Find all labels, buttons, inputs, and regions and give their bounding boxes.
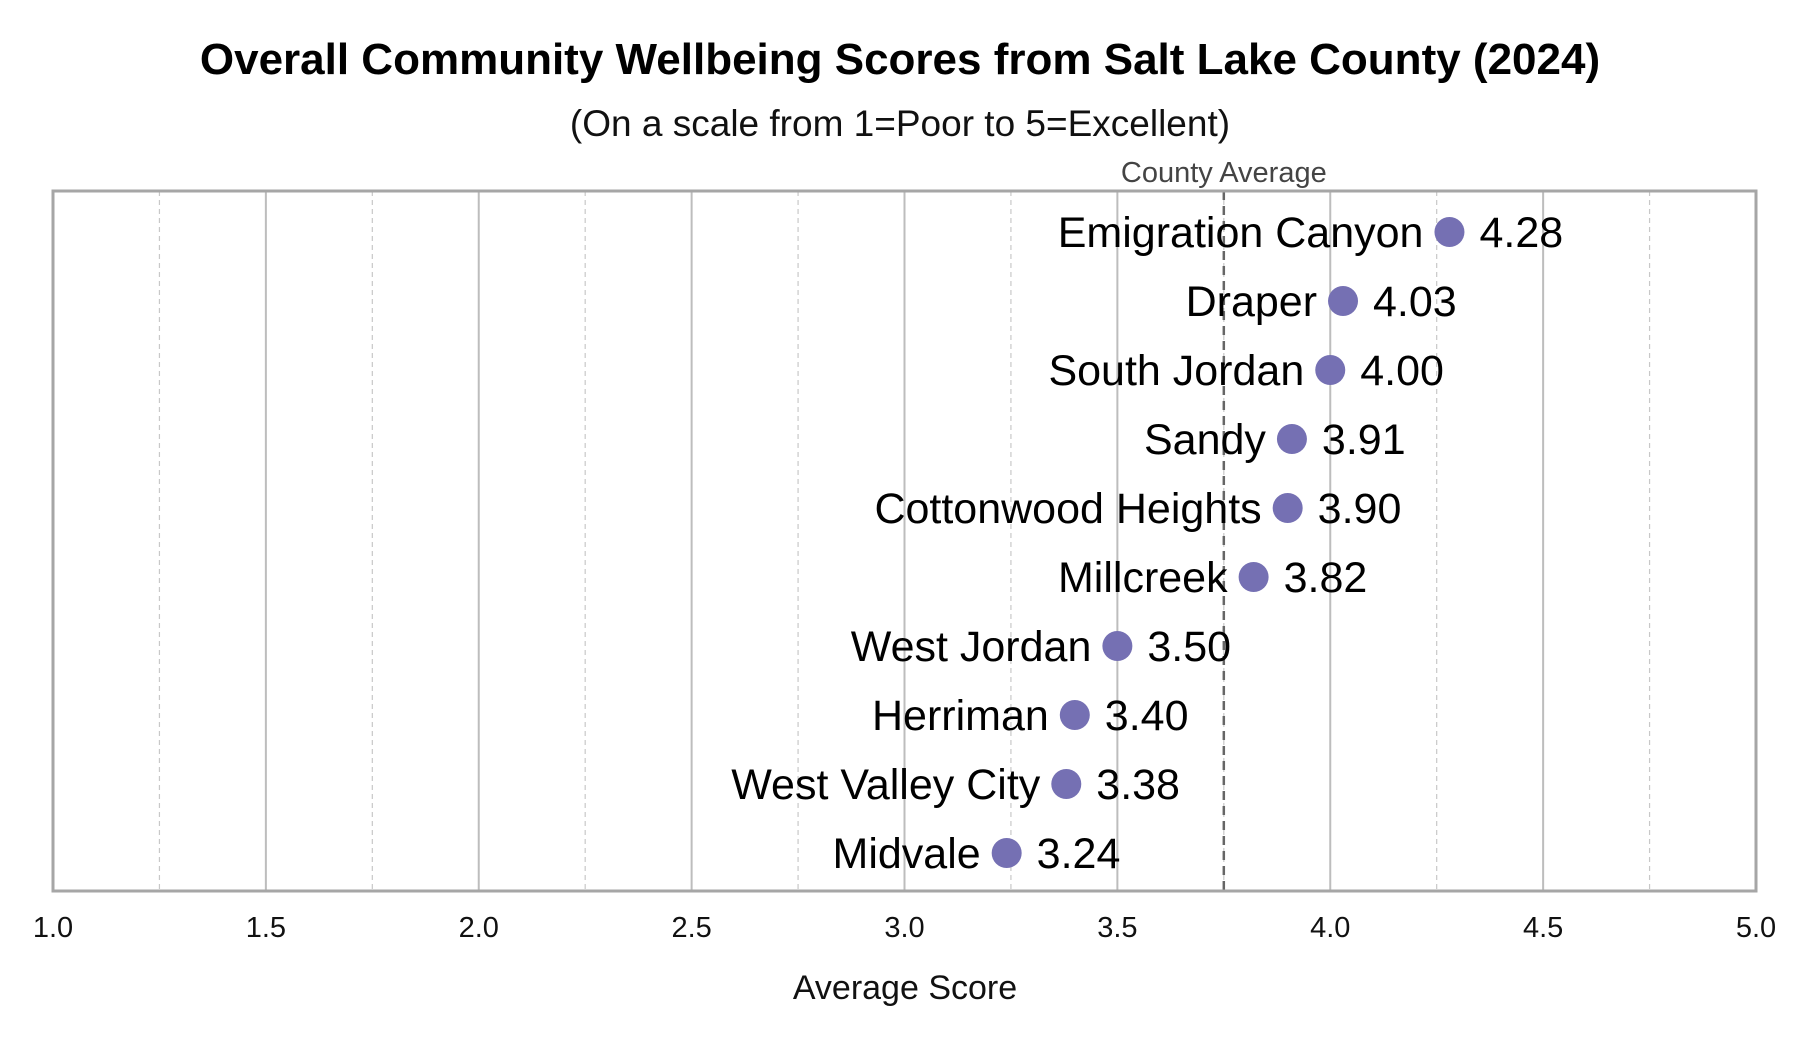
x-axis-label: Average Score (793, 969, 1017, 1007)
plot-frame (51, 189, 1758, 893)
x-tick-label: 3.5 (1097, 912, 1137, 944)
data-point (1102, 631, 1133, 661)
value-label: 3.82 (1284, 554, 1368, 602)
category-label: Midvale (833, 830, 981, 878)
value-label: 3.24 (1037, 830, 1121, 878)
x-tick-label: 2.5 (671, 912, 711, 944)
x-tick-label: 1.5 (246, 912, 286, 944)
data-point (1315, 355, 1346, 385)
category-label: South Jordan (1048, 347, 1304, 395)
data-point (1272, 493, 1303, 523)
x-tick-label: 1.0 (33, 912, 73, 944)
x-axis-ticks: 1.0 1.5 2.0 2.5 3.0 3.5 4.0 4.5 5.0 (33, 912, 1776, 944)
data-point (991, 838, 1022, 868)
value-label: 3.91 (1322, 416, 1406, 464)
x-tick-label: 5.0 (1736, 912, 1776, 944)
category-label: West Jordan (851, 623, 1092, 671)
data-point (1051, 769, 1082, 799)
category-label: Cottonwood Heights (874, 485, 1261, 533)
data-point (1059, 700, 1090, 730)
county-average-label: County Average (1121, 157, 1327, 189)
chart-subtitle: (On a scale from 1=Poor to 5=Excellent) (570, 103, 1230, 144)
value-label: 3.50 (1147, 623, 1231, 671)
category-label: Millcreek (1058, 554, 1228, 602)
value-label: 3.40 (1105, 692, 1189, 740)
value-label: 4.03 (1373, 278, 1457, 326)
category-label: Herriman (872, 692, 1049, 740)
data-point (1238, 562, 1269, 592)
value-label: 4.28 (1479, 209, 1563, 257)
value-label: 3.38 (1096, 761, 1180, 809)
x-tick-label: 4.5 (1523, 912, 1563, 944)
value-label: 4.00 (1360, 347, 1444, 395)
points: Emigration Canyon 4.28 Draper 4.03 South Jor… (731, 209, 1563, 878)
x-tick-label: 2.0 (459, 912, 499, 944)
category-label: Sandy (1144, 416, 1266, 464)
x-tick-label: 3.0 (884, 912, 924, 944)
reference-line-group: County Average (1121, 157, 1327, 891)
value-label: 3.90 (1318, 485, 1402, 533)
x-tick-label: 4.0 (1310, 912, 1350, 944)
data-point (1276, 424, 1307, 454)
data-point (1328, 286, 1359, 316)
data-point (1434, 217, 1465, 247)
chart-title: Overall Community Wellbeing Scores from … (200, 35, 1600, 84)
category-label: Draper (1186, 278, 1317, 326)
category-label: West Valley City (731, 761, 1041, 809)
category-label: Emigration Canyon (1058, 209, 1424, 257)
